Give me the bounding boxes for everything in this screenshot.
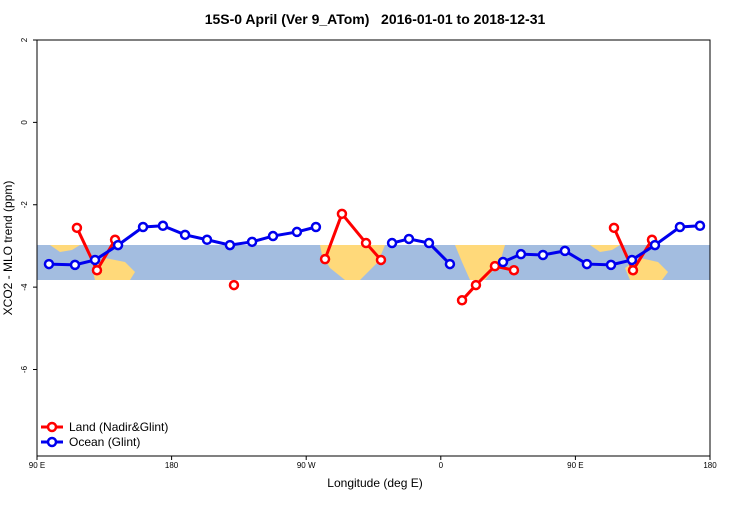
- point: [605, 259, 617, 271]
- point: [71, 222, 83, 234]
- point: [515, 248, 527, 260]
- point: [267, 230, 279, 242]
- x-tick-label: 90 E: [29, 461, 45, 470]
- point: [69, 259, 81, 271]
- x-tick-label: 90 W: [297, 461, 316, 470]
- point: [649, 239, 661, 251]
- point: [89, 254, 101, 266]
- plot-frame: [36, 39, 711, 457]
- y-axis-label: XCO2 - MLO trend (ppm): [1, 181, 15, 316]
- point: [310, 221, 322, 233]
- point: [246, 236, 258, 248]
- point: [360, 237, 372, 249]
- point: [179, 229, 191, 241]
- point: [508, 264, 520, 276]
- point: [423, 237, 435, 249]
- legend-label: Ocean (Glint): [69, 435, 140, 449]
- x-axis-label: Longitude (deg E): [327, 476, 422, 490]
- point: [137, 221, 149, 233]
- point: [319, 253, 331, 265]
- y-tick-label: 2: [20, 37, 29, 42]
- point: [444, 258, 456, 270]
- x-tick-label: 180: [165, 461, 179, 470]
- land: [455, 245, 505, 280]
- legend-marker: [46, 421, 58, 433]
- point: [228, 279, 240, 291]
- point: [456, 295, 468, 306]
- legend-label: Land (Nadir&Glint): [69, 420, 168, 434]
- point: [157, 220, 169, 232]
- y-tick-label: 0: [20, 120, 29, 125]
- point: [559, 245, 571, 257]
- point: [201, 234, 213, 246]
- point: [694, 220, 706, 232]
- point: [291, 226, 303, 238]
- chart-title: 15S-0 April (Ver 9_ATom) 2016-01-01 to 2…: [205, 11, 546, 27]
- point: [112, 239, 124, 251]
- point: [224, 239, 236, 251]
- point: [403, 233, 415, 245]
- point: [627, 264, 639, 276]
- y-tick-label: -6: [20, 365, 29, 373]
- point: [470, 279, 482, 291]
- point: [581, 258, 593, 270]
- legend-marker: [46, 436, 58, 448]
- point: [43, 258, 55, 270]
- x-tick-label: 180: [703, 461, 717, 470]
- point: [336, 208, 348, 220]
- x-tick-label: 0: [439, 461, 444, 470]
- point: [91, 264, 103, 276]
- point: [674, 221, 686, 233]
- land: [590, 245, 620, 252]
- land: [92, 258, 135, 280]
- y-tick-label: -4: [20, 283, 29, 291]
- point: [626, 254, 638, 266]
- y-tick-label: -2: [20, 201, 29, 209]
- x-tick-label: 90 E: [567, 461, 583, 470]
- point: [489, 260, 501, 272]
- point: [608, 222, 620, 234]
- point: [497, 256, 509, 268]
- point: [386, 237, 398, 249]
- land: [320, 245, 385, 280]
- point: [375, 254, 387, 266]
- point: [537, 249, 549, 261]
- land: [50, 245, 80, 252]
